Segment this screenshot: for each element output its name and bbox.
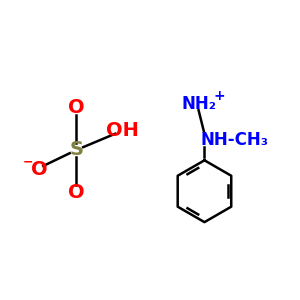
Text: O: O	[68, 183, 85, 202]
Text: S: S	[69, 140, 83, 160]
Text: NH-CH₃: NH-CH₃	[200, 131, 268, 149]
Text: −: −	[23, 155, 34, 168]
Text: OH: OH	[106, 122, 139, 140]
Text: O: O	[68, 98, 85, 117]
Text: NH₂: NH₂	[181, 95, 216, 113]
Text: O: O	[31, 160, 47, 178]
Text: +: +	[213, 88, 225, 103]
